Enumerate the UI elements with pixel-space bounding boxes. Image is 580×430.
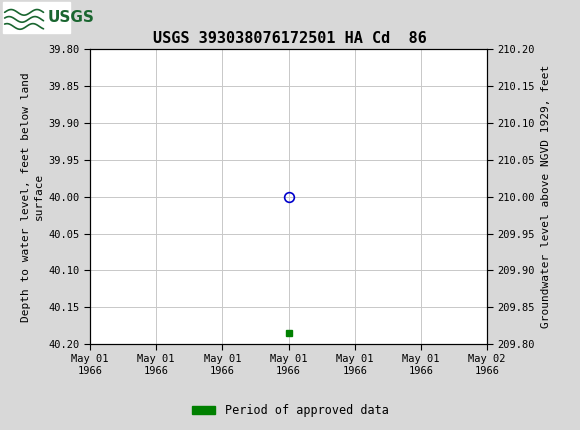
Text: USGS 393038076172501 HA Cd  86: USGS 393038076172501 HA Cd 86 bbox=[153, 31, 427, 46]
Legend: Period of approved data: Period of approved data bbox=[187, 399, 393, 422]
Y-axis label: Depth to water level, feet below land
surface: Depth to water level, feet below land su… bbox=[21, 72, 44, 322]
Y-axis label: Groundwater level above NGVD 1929, feet: Groundwater level above NGVD 1929, feet bbox=[541, 65, 550, 329]
Text: USGS: USGS bbox=[48, 10, 95, 25]
FancyBboxPatch shape bbox=[3, 2, 70, 33]
